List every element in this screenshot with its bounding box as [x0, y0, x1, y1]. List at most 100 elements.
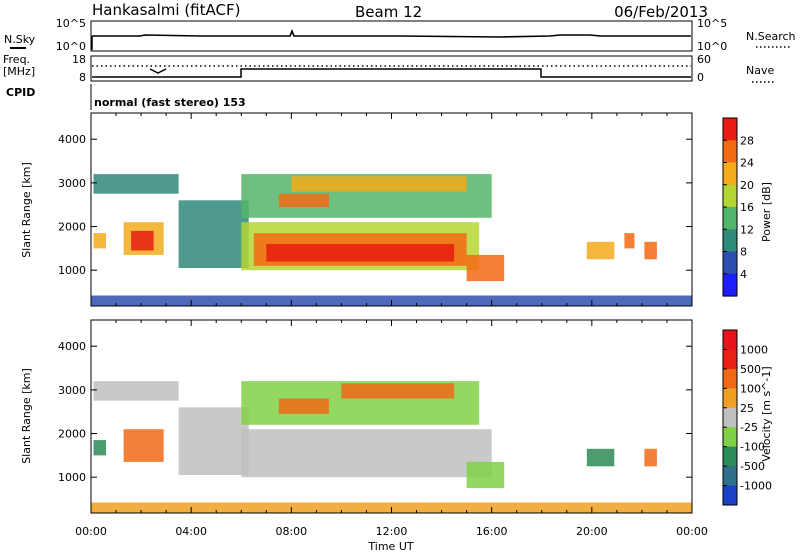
colorbar-tick-label: -500 [740, 460, 765, 473]
colorbar-tick-label: 24 [740, 157, 754, 170]
colorbar-tick-label: 8 [740, 246, 747, 259]
colorbar-segment [723, 349, 737, 370]
colorbar-tick-label: 28 [740, 134, 754, 147]
colorbar-segment [723, 207, 737, 230]
colorbar-tick-label: 4 [740, 268, 747, 281]
x-tick-label: 16:00 [476, 525, 508, 538]
colorbar-segment [723, 330, 737, 350]
colorbar-segment [723, 485, 737, 506]
x-tick-label: 20:00 [576, 525, 608, 538]
power-colorbar: 4 8 12 16 20 24 28 [722, 117, 754, 297]
cpid-label: CPID [6, 86, 35, 99]
scatter-region-11 [466, 254, 505, 282]
power-panel: 1000 2000 3000 4000 Slant Range [km] [20, 112, 693, 307]
y-tick-label: 1000 [58, 471, 86, 484]
noise-panel-frame [90, 20, 693, 52]
scatter-region-0 [93, 440, 106, 456]
noise-right-tick-top: 10^5 [697, 17, 727, 30]
nave-dip [149, 68, 167, 74]
freq-right-tick-top: 60 [697, 53, 711, 66]
noise-left-tick-bottom: 10^0 [56, 40, 86, 53]
scatter-region-4 [241, 429, 492, 478]
beam-title: Beam 12 [355, 3, 422, 21]
scatter-region-8 [466, 461, 505, 489]
x-tick-label: 12:00 [376, 525, 408, 538]
colorbar-segment [723, 184, 737, 208]
colorbar-segment [723, 229, 737, 253]
scatter-region-9 [278, 193, 329, 207]
colorbar-segment [723, 446, 737, 467]
freq-panel-frame [90, 55, 693, 82]
freq-left-label-2: [MHz] [3, 65, 35, 78]
freq-panel: Freq. [MHz] 18 8 60 0 Nave [3, 53, 776, 84]
noise-sky-line [92, 28, 691, 38]
nave-right-label: Nave [746, 64, 774, 77]
scatter-region-7 [341, 383, 455, 399]
velocity-panel: 1000 2000 3000 4000 Slant Range [km] [20, 319, 693, 514]
velocity-data-layer [91, 381, 692, 513]
x-tick-label: 00:00 [676, 525, 708, 538]
cpid-text: normal (fast stereo) 153 [94, 96, 246, 109]
scatter-region-13 [624, 233, 635, 249]
noise-left-label: N.Sky [4, 33, 36, 46]
scatter-region-7 [266, 244, 455, 262]
scatter-region-0 [93, 233, 106, 249]
y-tick-label: 4000 [58, 133, 86, 146]
colorbar-tick-label: 20 [740, 179, 754, 192]
scatter-region-9 [586, 448, 615, 467]
velocity-axes: 1000 2000 3000 4000 [58, 320, 693, 513]
x-axis-label: Time UT [367, 540, 413, 553]
freq-left-label-1: Freq. [3, 53, 30, 66]
scatter-region-2 [93, 381, 179, 401]
freq-left-tick-top: 18 [72, 53, 86, 66]
velocity-ylabel: Slant Range [km] [20, 368, 33, 464]
y-tick-label: 1000 [58, 264, 86, 277]
colorbar-segment [723, 140, 737, 164]
y-tick-label: 4000 [58, 340, 86, 353]
scatter-region-3 [93, 174, 179, 194]
noise-left-tick-top: 10^5 [56, 17, 86, 30]
freq-right-tick-bottom: 0 [697, 71, 704, 84]
colorbar-tick-label: 1000 [740, 343, 768, 356]
noise-right-label: N.Search [746, 30, 796, 43]
power-data-layer [91, 174, 692, 306]
freq-line [92, 68, 691, 78]
scatter-region-1 [123, 429, 164, 462]
scatter-region-4 [178, 200, 249, 268]
x-tick-label: 00:00 [75, 525, 107, 538]
colorbar-segment [723, 368, 737, 389]
x-tick-labels: 00:00 04:00 08:00 12:00 16:00 20:00 00:00 [75, 525, 708, 538]
colorbar-tick-label: -25 [740, 421, 758, 434]
scatter-region-10 [644, 448, 657, 467]
colorbar-segment [723, 162, 737, 186]
y-tick-label: 2000 [58, 221, 86, 234]
colorbar-segment [723, 427, 737, 448]
y-tick-label: 2000 [58, 428, 86, 441]
colorbar-segment [723, 251, 737, 275]
scatter-region-6 [278, 398, 329, 414]
colorbar-tick-label: 12 [740, 223, 754, 236]
colorbar-tick-label: 500 [740, 363, 761, 376]
colorbar-tick-label: -100 [740, 441, 765, 454]
scatter-region-10 [291, 176, 467, 192]
noise-panel: N.Sky 10^5 10^0 10^5 10^0 N.Search [4, 17, 796, 53]
noise-right-tick-bottom: 10^0 [697, 40, 727, 53]
station-title: Hankasalmi (fitACF) [92, 1, 240, 19]
colorbar-segment [723, 118, 737, 141]
power-colorbar-label: Power [dB] [760, 182, 773, 242]
colorbar-tick-label: 25 [740, 402, 754, 415]
x-tick-label: 04:00 [175, 525, 207, 538]
y-tick-label: 3000 [58, 384, 86, 397]
colorbar-frame [722, 329, 738, 506]
colorbar-segment [723, 466, 737, 486]
colorbar-tick-label: 16 [740, 201, 754, 214]
velocity-colorbar: 1000 500 100 25 -25 -100 -500 -1000 [722, 329, 772, 506]
colorbar-segment [723, 273, 737, 297]
scatter-region-14 [644, 241, 657, 260]
freq-left-tick-bottom: 8 [79, 71, 86, 84]
date-title: 06/Feb/2013 [614, 3, 708, 21]
scatter-region-3 [178, 407, 249, 475]
scatter-region-2 [131, 230, 154, 251]
colorbar-segment [723, 407, 737, 428]
